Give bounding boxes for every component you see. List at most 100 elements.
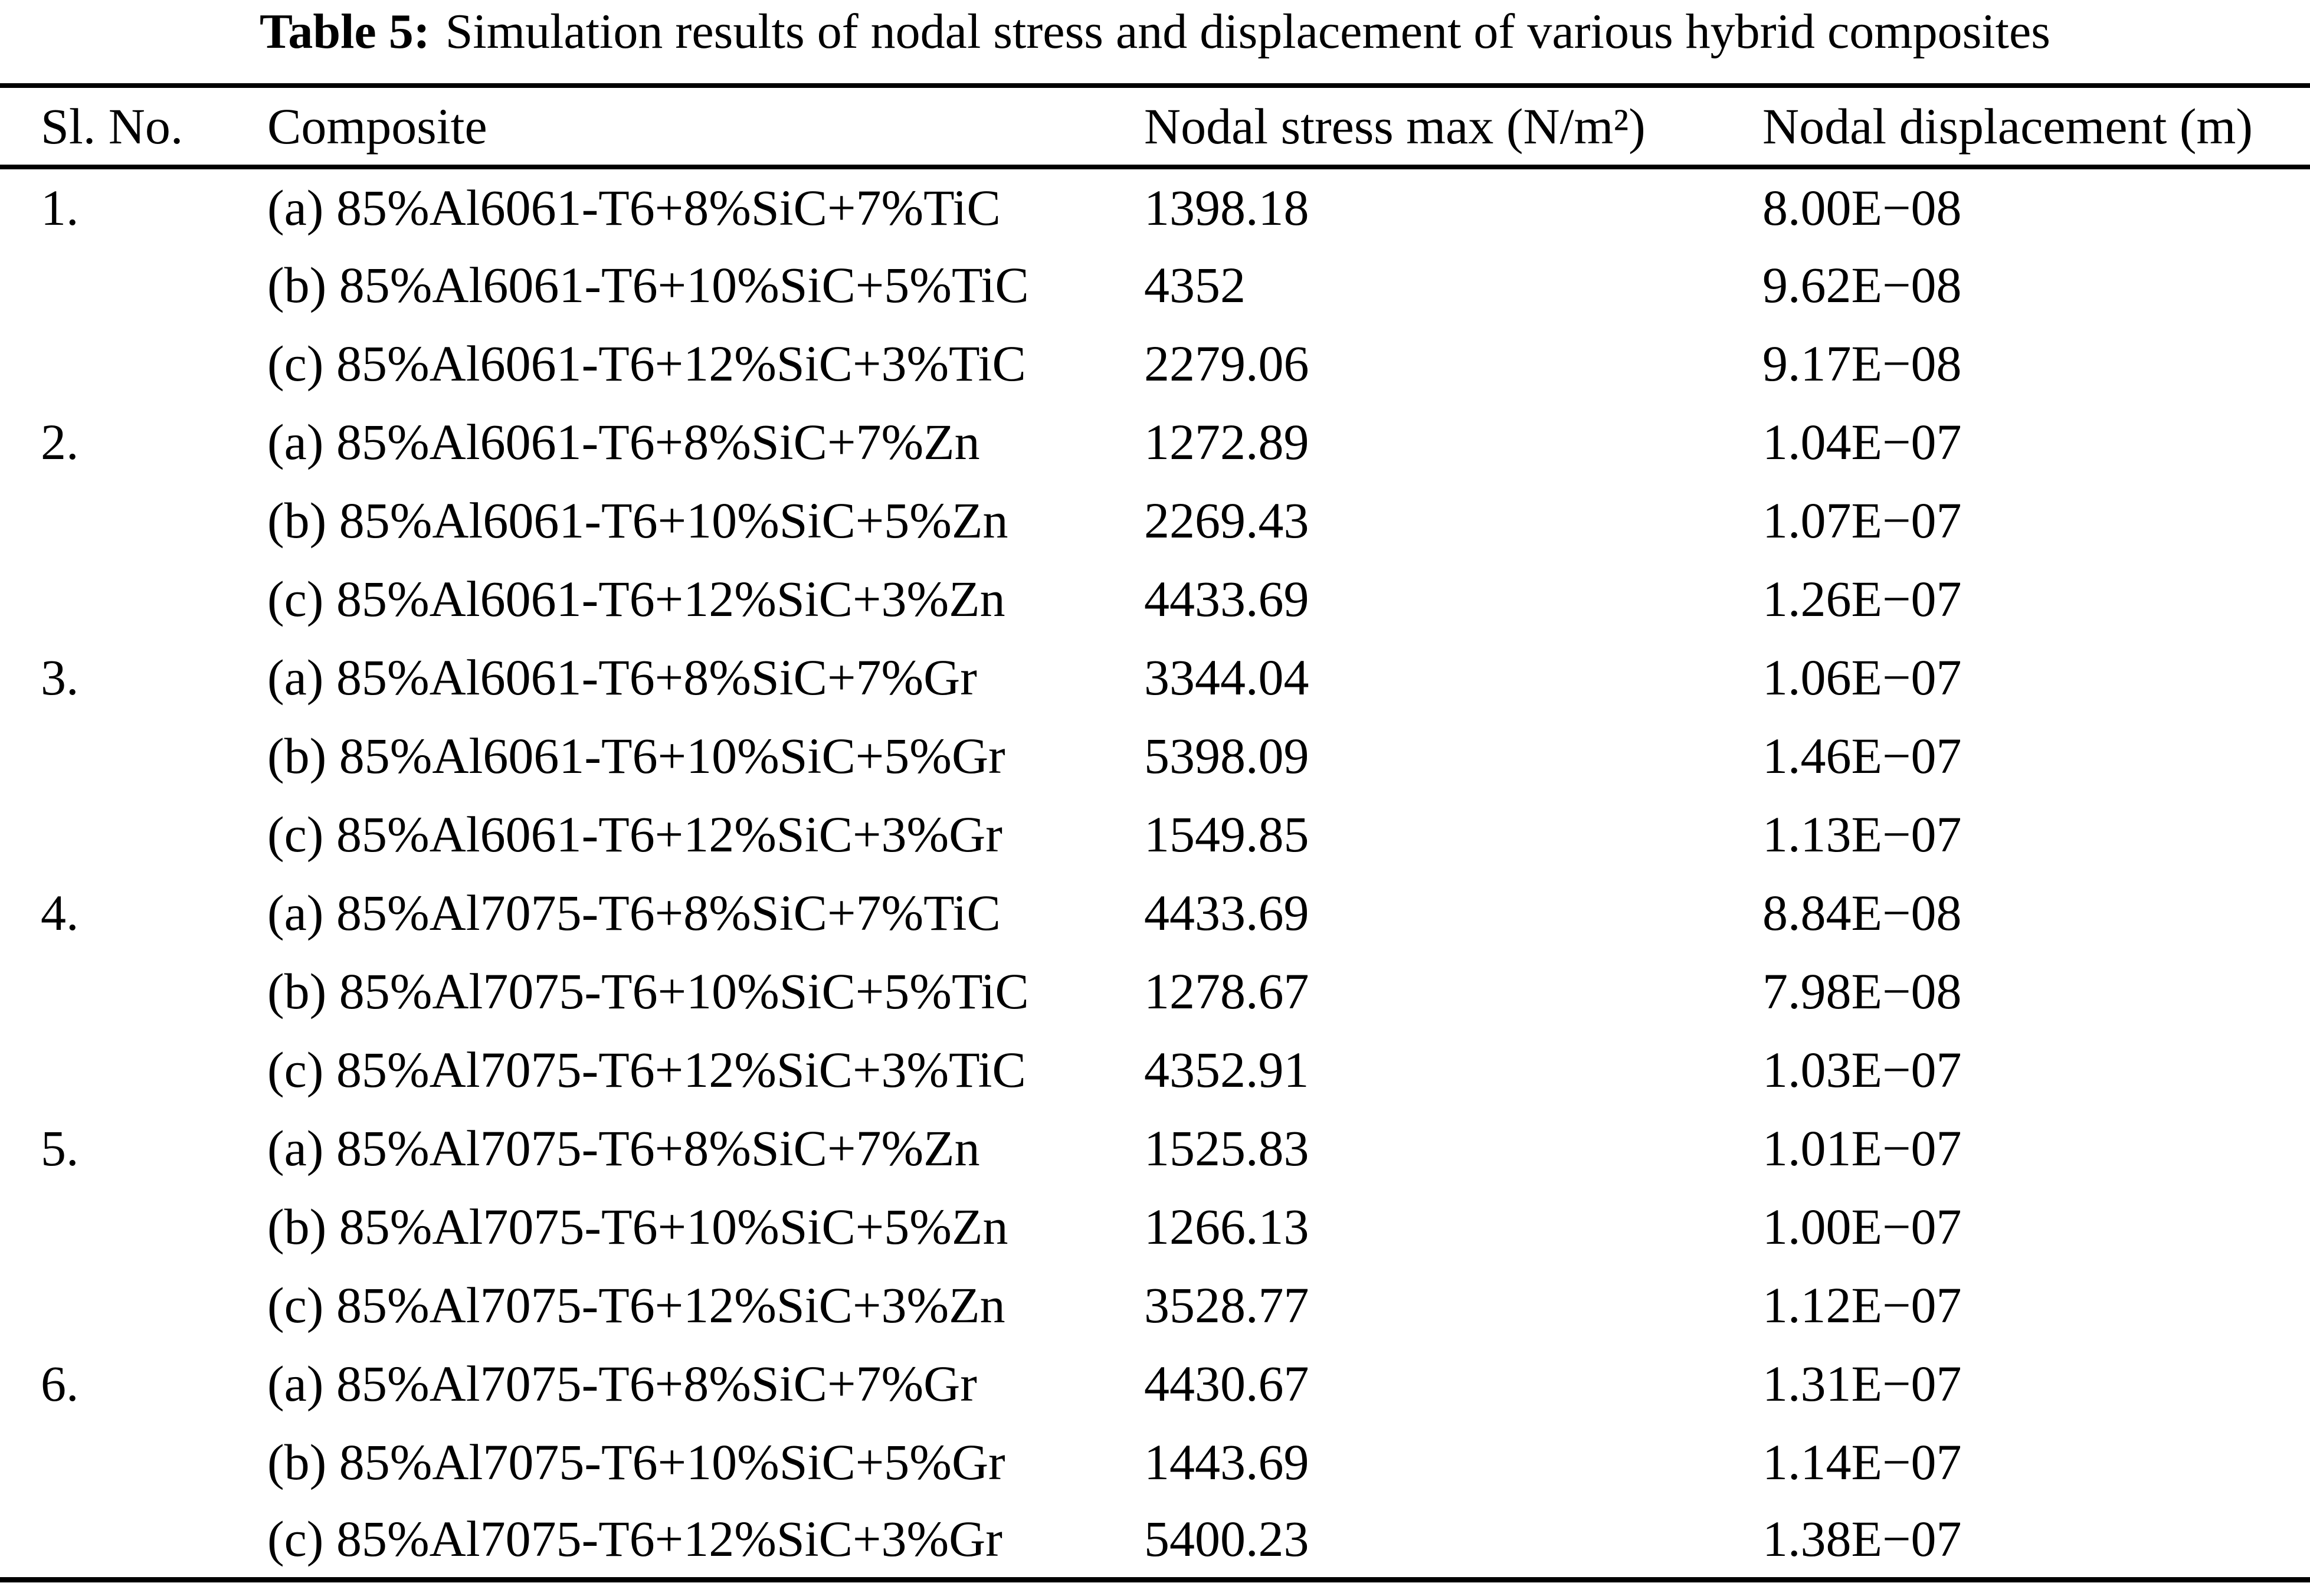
cell-sl-no: 5. xyxy=(41,1119,79,1176)
table-row: (b) 85%Al6061-T6+10%SiC+5%Zn 2269.43 1.0… xyxy=(0,481,2310,559)
cell-nodal-stress: 1272.89 xyxy=(1144,413,1309,470)
cell-nodal-displacement: 1.06E−07 xyxy=(1762,648,1962,706)
table-row: (c) 85%Al7075-T6+12%SiC+3%TiC 4352.91 1.… xyxy=(0,1030,2310,1109)
table-row: (b) 85%Al7075-T6+10%SiC+5%Gr 1443.69 1.1… xyxy=(0,1423,2310,1501)
cell-nodal-displacement: 9.62E−08 xyxy=(1762,256,1962,313)
cell-composite: (c) 85%Al6061-T6+12%SiC+3%Gr xyxy=(267,805,1002,863)
table-row: (c) 85%Al7075-T6+12%SiC+3%Zn 3528.77 1.1… xyxy=(0,1266,2310,1344)
cell-sl-no xyxy=(0,716,267,795)
cell-sl-no xyxy=(0,952,267,1030)
cell-nodal-stress: 1443.69 xyxy=(1144,1433,1309,1490)
col-header-composite: Composite xyxy=(267,98,487,155)
cell-composite: (b) 85%Al6061-T6+10%SiC+5%Gr xyxy=(267,727,1005,784)
cell-nodal-stress: 4352 xyxy=(1144,256,1246,313)
cell-nodal-displacement: 1.38E−07 xyxy=(1762,1510,1962,1568)
cell-composite: (a) 85%Al7075-T6+8%SiC+7%TiC xyxy=(267,884,1001,941)
cell-nodal-displacement: 1.46E−07 xyxy=(1762,727,1962,784)
col-header-sl-no: Sl. No. xyxy=(41,98,184,155)
cell-nodal-displacement: 1.07E−07 xyxy=(1762,491,1962,549)
cell-nodal-stress: 3344.04 xyxy=(1144,648,1309,706)
cell-sl-no: 1. xyxy=(41,179,79,236)
cell-nodal-displacement: 8.84E−08 xyxy=(1762,884,1962,941)
cell-composite: (c) 85%Al7075-T6+12%SiC+3%Zn xyxy=(267,1276,1005,1333)
cell-sl-no xyxy=(0,1187,267,1266)
table-row: (c) 85%Al6061-T6+12%SiC+3%Gr 1549.85 1.1… xyxy=(0,795,2310,873)
table-row: (c) 85%Al6061-T6+12%SiC+3%TiC 2279.06 9.… xyxy=(0,324,2310,402)
cell-nodal-stress: 4430.67 xyxy=(1144,1355,1309,1412)
cell-nodal-stress: 2269.43 xyxy=(1144,491,1309,549)
table-body: 1. (a) 85%Al6061-T6+8%SiC+7%TiC 1398.18 … xyxy=(0,167,2310,1579)
cell-composite: (a) 85%Al7075-T6+8%SiC+7%Gr xyxy=(267,1355,977,1412)
cell-nodal-stress: 5400.23 xyxy=(1144,1510,1309,1568)
table-row: 6. (a) 85%Al7075-T6+8%SiC+7%Gr 4430.67 1… xyxy=(0,1344,2310,1423)
cell-composite: (a) 85%Al6061-T6+8%SiC+7%Gr xyxy=(267,648,977,706)
cell-nodal-displacement: 9.17E−08 xyxy=(1762,335,1962,392)
cell-nodal-stress: 3528.77 xyxy=(1144,1276,1309,1333)
table-row: 4. (a) 85%Al7075-T6+8%SiC+7%TiC 4433.69 … xyxy=(0,873,2310,952)
cell-composite: (c) 85%Al6061-T6+12%SiC+3%TiC xyxy=(267,335,1026,392)
cell-nodal-displacement: 8.00E−08 xyxy=(1762,179,1962,236)
cell-nodal-stress: 2279.06 xyxy=(1144,335,1309,392)
cell-nodal-stress: 1549.85 xyxy=(1144,805,1309,863)
cell-sl-no xyxy=(0,795,267,873)
cell-composite: (b) 85%Al7075-T6+10%SiC+5%Gr xyxy=(267,1433,1005,1490)
cell-nodal-displacement: 1.13E−07 xyxy=(1762,805,1962,863)
cell-composite: (c) 85%Al7075-T6+12%SiC+3%Gr xyxy=(267,1510,1002,1568)
cell-composite: (b) 85%Al6061-T6+10%SiC+5%TiC xyxy=(267,256,1029,313)
cell-nodal-stress: 1525.83 xyxy=(1144,1119,1309,1176)
cell-nodal-stress: 5398.09 xyxy=(1144,727,1309,784)
cell-composite: (b) 85%Al7075-T6+10%SiC+5%Zn xyxy=(267,1198,1008,1255)
results-table: Sl. No. Composite Nodal stress max (N/m²… xyxy=(0,83,2310,1582)
table-caption-text: Simulation results of nodal stress and d… xyxy=(445,4,2050,59)
table-row: (b) 85%Al6061-T6+10%SiC+5%Gr 5398.09 1.4… xyxy=(0,716,2310,795)
cell-nodal-stress: 4433.69 xyxy=(1144,570,1309,627)
cell-composite: (b) 85%Al7075-T6+10%SiC+5%TiC xyxy=(267,962,1029,1020)
table-head: Sl. No. Composite Nodal stress max (N/m²… xyxy=(0,86,2310,167)
table-row: (c) 85%Al7075-T6+12%SiC+3%Gr 5400.23 1.3… xyxy=(0,1501,2310,1579)
cell-sl-no: 2. xyxy=(41,413,79,470)
table-caption-label: Table 5: xyxy=(260,4,430,59)
cell-nodal-stress: 1266.13 xyxy=(1144,1198,1309,1255)
cell-sl-no xyxy=(0,1266,267,1344)
table-row: (b) 85%Al7075-T6+10%SiC+5%TiC 1278.67 7.… xyxy=(0,952,2310,1030)
cell-sl-no xyxy=(0,1030,267,1109)
cell-composite: (a) 85%Al7075-T6+8%SiC+7%Zn xyxy=(267,1119,980,1176)
cell-composite: (c) 85%Al6061-T6+12%SiC+3%Zn xyxy=(267,570,1005,627)
table-row: 3. (a) 85%Al6061-T6+8%SiC+7%Gr 3344.04 1… xyxy=(0,638,2310,716)
cell-nodal-stress: 4352.91 xyxy=(1144,1041,1309,1098)
table-row: 1. (a) 85%Al6061-T6+8%SiC+7%TiC 1398.18 … xyxy=(0,167,2310,245)
cell-nodal-displacement: 1.04E−07 xyxy=(1762,413,1962,470)
cell-nodal-displacement: 1.03E−07 xyxy=(1762,1041,1962,1098)
table-caption: Table 5: Simulation results of nodal str… xyxy=(0,0,2310,83)
cell-composite: (a) 85%Al6061-T6+8%SiC+7%TiC xyxy=(267,179,1001,236)
table-row: (b) 85%Al6061-T6+10%SiC+5%TiC 4352 9.62E… xyxy=(0,245,2310,324)
cell-composite: (c) 85%Al7075-T6+12%SiC+3%TiC xyxy=(267,1041,1026,1098)
cell-nodal-displacement: 7.98E−08 xyxy=(1762,962,1962,1020)
cell-nodal-displacement: 1.14E−07 xyxy=(1762,1433,1962,1490)
table-row: (b) 85%Al7075-T6+10%SiC+5%Zn 1266.13 1.0… xyxy=(0,1187,2310,1266)
cell-nodal-displacement: 1.12E−07 xyxy=(1762,1276,1962,1333)
cell-composite: (b) 85%Al6061-T6+10%SiC+5%Zn xyxy=(267,491,1008,549)
cell-sl-no: 3. xyxy=(41,648,79,706)
cell-sl-no xyxy=(0,245,267,324)
cell-nodal-displacement: 1.31E−07 xyxy=(1762,1355,1962,1412)
cell-sl-no: 6. xyxy=(41,1355,79,1412)
cell-sl-no xyxy=(0,481,267,559)
cell-sl-no xyxy=(0,559,267,638)
table-row: (c) 85%Al6061-T6+12%SiC+3%Zn 4433.69 1.2… xyxy=(0,559,2310,638)
col-header-nodal-stress: Nodal stress max (N/m²) xyxy=(1144,98,1646,155)
cell-nodal-displacement: 1.00E−07 xyxy=(1762,1198,1962,1255)
table-row: 2. (a) 85%Al6061-T6+8%SiC+7%Zn 1272.89 1… xyxy=(0,402,2310,481)
header-row: Sl. No. Composite Nodal stress max (N/m²… xyxy=(0,86,2310,167)
table-row: 5. (a) 85%Al7075-T6+8%SiC+7%Zn 1525.83 1… xyxy=(0,1109,2310,1187)
cell-nodal-stress: 1398.18 xyxy=(1144,179,1309,236)
cell-nodal-stress: 1278.67 xyxy=(1144,962,1309,1020)
cell-nodal-displacement: 1.01E−07 xyxy=(1762,1119,1962,1176)
cell-nodal-stress: 4433.69 xyxy=(1144,884,1309,941)
cell-sl-no xyxy=(0,324,267,402)
cell-composite: (a) 85%Al6061-T6+8%SiC+7%Zn xyxy=(267,413,980,470)
cell-sl-no xyxy=(0,1501,267,1579)
cell-sl-no: 4. xyxy=(41,884,79,941)
cell-sl-no xyxy=(0,1423,267,1501)
